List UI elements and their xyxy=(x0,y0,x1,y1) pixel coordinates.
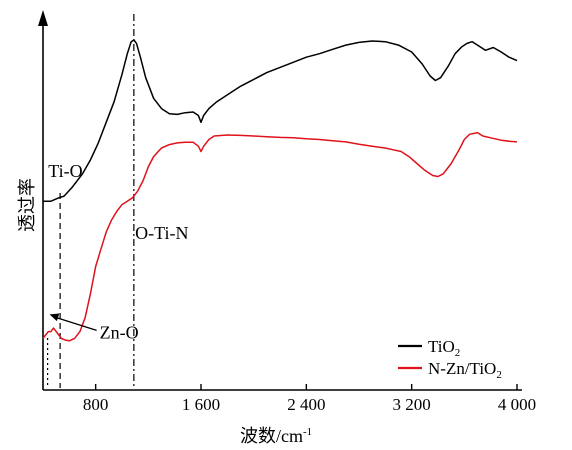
x-tick-label: 1 600 xyxy=(182,395,220,414)
legend-label: N-Zn/TiO2 xyxy=(428,359,502,381)
x-tick-label: 4 000 xyxy=(498,395,536,414)
x-tick-label: 3 200 xyxy=(393,395,431,414)
series-line xyxy=(42,131,518,342)
annotation-label: O-Ti-N xyxy=(135,223,188,243)
reference-lines xyxy=(47,14,135,388)
x-ticks: 800 1 600 2 400 3 200 4 000 xyxy=(83,384,536,414)
x-axis-title: 波数/cm-1 xyxy=(240,426,312,446)
series-layer xyxy=(42,39,518,342)
series-line xyxy=(43,39,518,202)
x-tick-label: 800 xyxy=(83,395,109,414)
x-tick-label: 2 400 xyxy=(287,395,325,414)
annotation-arrow-line xyxy=(55,316,97,332)
annotation-label: Zn-O xyxy=(100,322,139,342)
annotation-label: Ti-O xyxy=(48,161,82,181)
y-axis-title: 透过率 xyxy=(17,178,37,232)
annotations: Ti-O O-Ti-N Zn-O xyxy=(48,161,188,342)
axis-labels: 波数/cm-1 透过率 xyxy=(17,178,312,446)
legend-label: TiO2 xyxy=(428,337,460,359)
y-axis-arrow-icon xyxy=(38,10,48,26)
axes xyxy=(38,10,522,391)
arrow-head-icon xyxy=(49,313,60,322)
